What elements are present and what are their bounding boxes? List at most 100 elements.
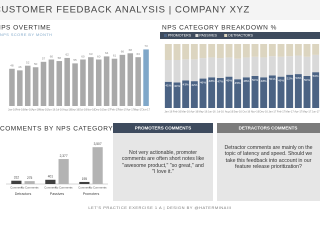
- value-label: 195: [82, 177, 88, 181]
- bar: [24, 181, 35, 184]
- x-tick-label: Sep-16: [233, 110, 242, 114]
- x-tick-label: Jan-17: [268, 110, 276, 114]
- x-tick-label: Aug-16: [63, 108, 72, 112]
- bar-segment: [268, 56, 276, 76]
- value-label: 48: [10, 64, 14, 68]
- bar: [79, 181, 90, 184]
- x-tick-label: Feb-16: [16, 108, 25, 112]
- series-label: Comment: [44, 186, 56, 190]
- series-label: Comment: [10, 186, 22, 190]
- value-label: 68: [129, 48, 133, 52]
- bar-segment: [208, 77, 216, 108]
- x-tick-label: Passives: [50, 192, 65, 196]
- chart-subtitle: NPS SCORE BY MONTH: [0, 33, 52, 37]
- bar-segment: [216, 58, 224, 78]
- legend-label: PROMOTERS: [168, 34, 192, 38]
- x-tick-label: May-16: [199, 110, 208, 114]
- bar-segment: [208, 57, 216, 78]
- x-tick-label: Oct-16: [79, 108, 87, 112]
- bar-segment: [251, 44, 259, 57]
- bar: [80, 59, 86, 106]
- x-tick-label: Jan-17: [103, 108, 111, 112]
- x-tick-label: Promoters: [83, 192, 100, 196]
- value-label: 46%: [200, 80, 206, 84]
- value-label: 45%: [235, 81, 241, 85]
- panel-text: Not very actionable, promoter comments a…: [121, 150, 205, 176]
- x-tick-label: Mar-16: [182, 110, 191, 114]
- x-tick-label: Detractors: [15, 192, 32, 196]
- x-tick-label: Sep-16: [71, 108, 80, 112]
- value-label: 47%: [217, 80, 223, 84]
- bar-segment: [242, 44, 250, 58]
- value-label: 401: [48, 175, 54, 179]
- panel-title: DETRACTORS COMMENTS: [239, 126, 298, 131]
- header-bar: [0, 0, 320, 20]
- dashboard: CUSTOMER FEEDBACK ANALYSIS | COMPANY XYZ…: [0, 0, 320, 210]
- value-label: 275: [27, 176, 33, 180]
- bar: [95, 59, 102, 106]
- x-tick-label: Apr-17: [294, 110, 302, 114]
- bar: [11, 180, 22, 184]
- value-label: 49%: [278, 78, 284, 82]
- bar: [135, 57, 141, 106]
- series-label: Comment: [78, 186, 90, 190]
- bar: [17, 70, 23, 106]
- bar-segment: [216, 77, 224, 108]
- legend-bar: [160, 32, 320, 39]
- bar-segment: [199, 78, 207, 108]
- value-label: 312: [14, 176, 20, 180]
- x-tick-label: Apr-16: [32, 108, 40, 112]
- value-label: 63: [136, 52, 140, 56]
- value-label: 52%: [287, 77, 293, 81]
- bar-segment: [234, 58, 242, 80]
- x-tick-label: Feb-17: [110, 108, 119, 112]
- value-label: 62: [65, 53, 69, 57]
- series-label: No Comments: [89, 186, 107, 190]
- bar-segment: [182, 44, 190, 60]
- footer: LET'S PRACTICE EXERCISE 1 A | DESIGN BY …: [88, 205, 231, 210]
- bar-segment: [303, 44, 311, 57]
- x-tick-label: May-17: [303, 110, 312, 114]
- bar-segment: [294, 44, 302, 56]
- series-label: No Comments: [21, 186, 39, 190]
- value-label: 53%: [295, 76, 301, 80]
- bar-segment: [190, 81, 198, 108]
- bar-segment: [225, 76, 233, 108]
- bar-segment: [216, 44, 224, 59]
- value-label: 40%: [174, 84, 180, 88]
- bar-segment: [260, 77, 268, 108]
- value-label: 50%: [304, 78, 310, 82]
- bar-segment: [182, 59, 190, 81]
- page: CUSTOMER FEEDBACK ANALYSIS | COMPANY XYZ…: [0, 0, 320, 211]
- bar: [40, 61, 47, 106]
- x-tick-label: Jan-16: [164, 110, 172, 114]
- bar-segment: [173, 60, 181, 83]
- panel-header: [113, 123, 213, 133]
- value-label: 60: [81, 54, 85, 58]
- bar: [127, 53, 134, 106]
- value-label: 48%: [209, 79, 215, 83]
- value-label: 73: [144, 44, 148, 48]
- chart-title: NPS OVERTIME: [0, 25, 51, 32]
- bar-segment: [190, 44, 198, 60]
- value-label: 56%: [313, 74, 319, 78]
- value-label: 48%: [261, 79, 267, 83]
- bar-segment: [277, 56, 285, 77]
- bar-segment: [294, 55, 302, 75]
- panel-text: Detractor comments are mainly on the top…: [224, 145, 313, 171]
- bar: [103, 56, 110, 106]
- bar-segment: [199, 44, 207, 59]
- bar: [92, 147, 103, 184]
- x-tick-label: Nov-16: [87, 108, 96, 112]
- bar-segment: [277, 44, 285, 57]
- bar-segment: [260, 57, 268, 78]
- value-label: 41%: [165, 84, 171, 88]
- panel-header: [217, 123, 320, 133]
- bar-segment: [303, 76, 311, 108]
- x-tick-label: Apr-17: [126, 108, 134, 112]
- bar-segment: [312, 44, 320, 55]
- bar-segment: [260, 44, 268, 58]
- bar-segment: [199, 58, 207, 79]
- value-label: 43%: [183, 82, 189, 86]
- bar: [45, 179, 56, 184]
